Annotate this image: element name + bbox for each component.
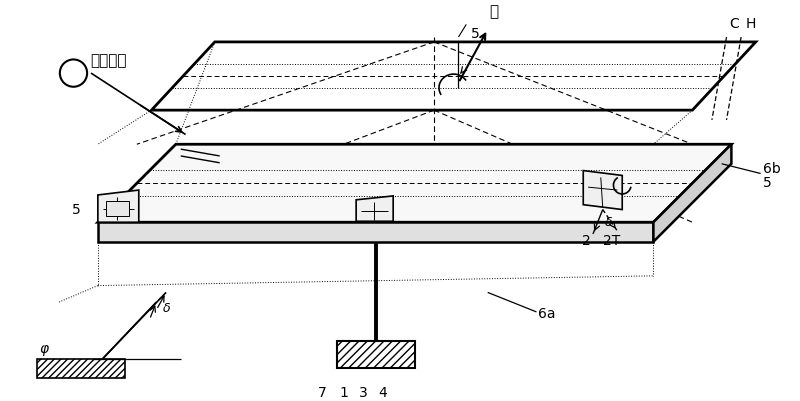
Polygon shape — [654, 144, 731, 242]
Text: δ: δ — [605, 216, 612, 229]
Text: 7: 7 — [318, 386, 326, 400]
Polygon shape — [98, 222, 654, 242]
Text: φ: φ — [39, 342, 49, 356]
Text: H: H — [746, 17, 756, 31]
Polygon shape — [98, 190, 138, 222]
Text: 1: 1 — [339, 386, 348, 400]
Text: 6b: 6b — [762, 162, 780, 176]
Text: 太阳光线: 太阳光线 — [90, 53, 126, 68]
Text: 2T: 2T — [602, 234, 620, 248]
Polygon shape — [356, 196, 393, 221]
Polygon shape — [583, 170, 622, 210]
Text: 北: 北 — [489, 4, 498, 20]
Text: 4: 4 — [378, 386, 387, 400]
Text: C: C — [730, 17, 739, 31]
Text: 5: 5 — [71, 203, 80, 217]
Text: 2: 2 — [582, 234, 591, 248]
Bar — [337, 341, 414, 369]
Text: 3: 3 — [358, 386, 367, 400]
Text: 5: 5 — [762, 176, 771, 190]
Text: 6a: 6a — [538, 307, 556, 321]
Polygon shape — [98, 144, 731, 222]
Text: 5: 5 — [471, 27, 480, 41]
Bar — [38, 358, 125, 378]
Polygon shape — [106, 201, 129, 217]
Text: δ: δ — [163, 302, 170, 314]
